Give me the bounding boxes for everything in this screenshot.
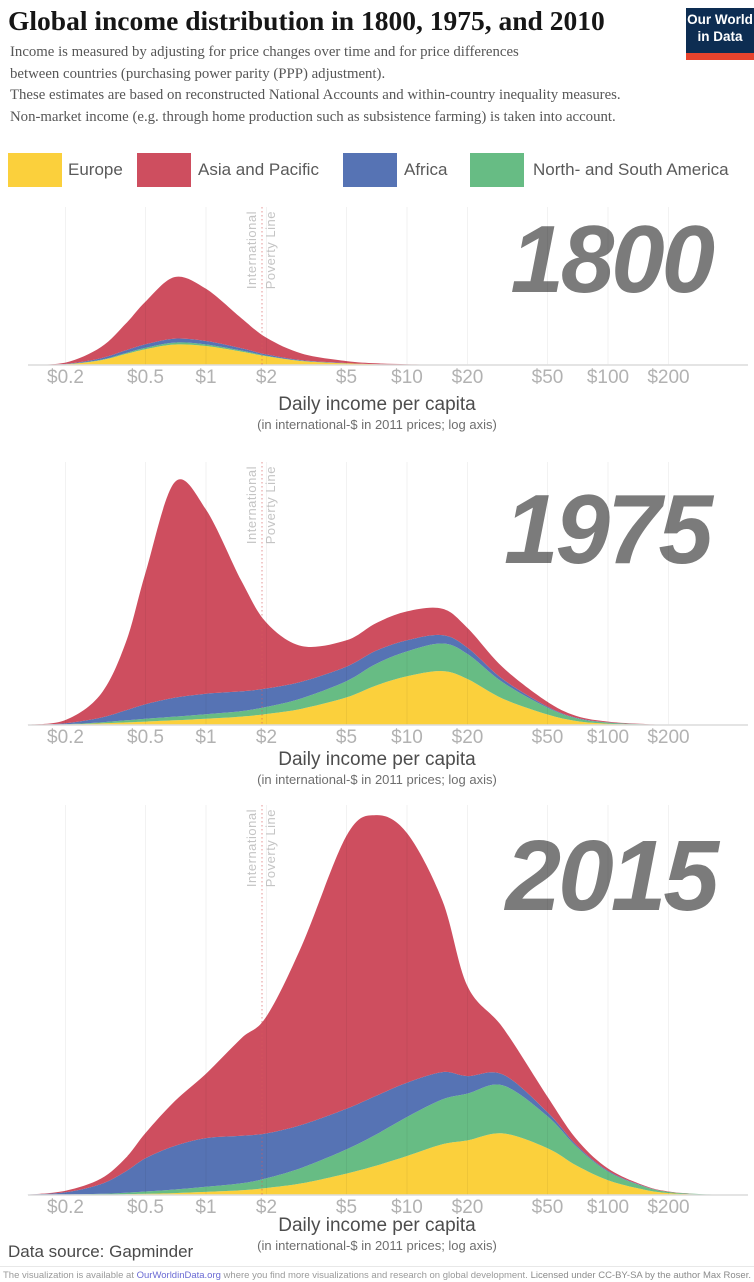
chart-2015: 2015 International Poverty Line $0.2 $0.5 $1 $… (27, 805, 749, 1218)
chart-1975: 1975 International Poverty Line $0.2 $0.5 $1 $… (27, 462, 749, 748)
x-tick-label: $2 (256, 1197, 277, 1218)
legend-label: Africa (404, 160, 448, 179)
x-axis-title: Daily income per capita (278, 1215, 476, 1236)
legend-swatch-europe (8, 153, 62, 187)
x-tick-label: $0.2 (47, 1197, 84, 1218)
subtitle-line: Income is measured by adjusting for pric… (10, 44, 519, 60)
license-note: Licensed under CC-BY-SA by the author Ma… (530, 1270, 751, 1281)
x-tick-label: $2 (256, 727, 277, 748)
x-tick-label: $20 (452, 367, 484, 388)
legend-label: North- and South America (533, 160, 729, 179)
x-tick-label: $10 (391, 367, 423, 388)
poverty-line-label: Poverty Line (263, 466, 278, 544)
area-north-and-south-america (27, 1084, 749, 1195)
x-tick-label: $5 (336, 367, 357, 388)
footer-note-suffix: where you find more visualizations and r… (220, 1270, 528, 1281)
x-tick-label: $100 (587, 367, 629, 388)
poverty-line-label: International (244, 211, 259, 289)
area-europe (27, 671, 749, 725)
x-tick-label: $200 (647, 1197, 689, 1218)
area-europe (27, 344, 749, 365)
x-tick-label: $2 (256, 367, 277, 388)
x-tick-label: $5 (336, 727, 357, 748)
data-source: Data source: Gapminder (8, 1242, 194, 1261)
x-tick-label: $200 (647, 367, 689, 388)
area-africa (27, 1071, 749, 1195)
year-label: 1975 (504, 474, 715, 584)
poverty-line-label: International (244, 466, 259, 544)
legend-swatch-asia-pacific (137, 153, 191, 187)
x-axis-title: Daily income per capita (278, 394, 476, 415)
x-tick-label: $1 (195, 1197, 216, 1218)
x-tick-label: $0.5 (127, 367, 164, 388)
logo-line-2: in Data (697, 28, 743, 44)
x-axis-title: Daily income per capita (278, 749, 476, 770)
area-asia-and-pacific (27, 815, 749, 1195)
owid-logo: Our World in Data (686, 8, 754, 60)
x-tick-label: $1 (195, 367, 216, 388)
x-axis-subtitle: (in international-$ in 2011 prices; log … (257, 417, 497, 432)
poverty-line-label: Poverty Line (263, 211, 278, 289)
chart-1800: 1800 International Poverty Line $0.2 $0.5 $1 $… (27, 206, 749, 388)
area-asia-and-pacific (27, 276, 749, 365)
poverty-line-label: International (244, 809, 259, 887)
footer-note-prefix: The visualization is available at (3, 1270, 137, 1281)
area-africa (27, 634, 749, 725)
subtitle-line: Non-market income (e.g. through home pro… (10, 108, 616, 125)
area-asia-and-pacific (27, 479, 749, 725)
x-tick-label: $5 (336, 1197, 357, 1218)
x-tick-label: $10 (391, 727, 423, 748)
year-label: 1800 (510, 206, 714, 313)
poverty-line-label: Poverty Line (263, 809, 278, 887)
legend-swatch-africa (343, 153, 397, 187)
x-tick-label: $10 (391, 1197, 423, 1218)
area-europe (27, 1133, 749, 1195)
subtitle-line: These estimates are based on reconstruct… (10, 87, 621, 103)
legend-label: Europe (68, 160, 123, 179)
footer-note: The visualization is available at OurWor… (0, 1266, 754, 1281)
x-tick-label: $0.5 (127, 1197, 164, 1218)
x-tick-label: $50 (532, 727, 564, 748)
x-tick-label: $20 (452, 727, 484, 748)
logo-line-1: Our World (687, 12, 753, 27)
subtitle-line: between countries (purchasing power pari… (10, 65, 386, 82)
x-tick-label: $0.5 (127, 727, 164, 748)
legend-swatch-americas (470, 153, 524, 187)
x-axis-subtitle: (in international-$ in 2011 prices; log … (257, 1238, 497, 1253)
x-axis-subtitle: (in international-$ in 2011 prices; log … (257, 772, 497, 787)
x-tick-label: $0.2 (47, 727, 84, 748)
year-label: 2015 (504, 820, 721, 932)
footer-note-left: The visualization is available at OurWor… (0, 1270, 528, 1281)
x-tick-label: $50 (532, 367, 564, 388)
x-tick-label: $50 (532, 1197, 564, 1218)
owid-link[interactable]: OurWorldinData.org (136, 1270, 221, 1281)
x-tick-label: $0.2 (47, 367, 84, 388)
x-tick-label: $20 (452, 1197, 484, 1218)
page-title: Global income distribution in 1800, 1975… (8, 5, 605, 36)
x-tick-label: $100 (587, 1197, 629, 1218)
x-tick-label: $100 (587, 727, 629, 748)
x-tick-label: $200 (647, 727, 689, 748)
chart-subtitle: Income is measured by adjusting for pric… (10, 42, 621, 128)
legend-label: Asia and Pacific (198, 160, 319, 179)
x-tick-label: $1 (195, 727, 216, 748)
area-north-and-south-america (27, 643, 749, 725)
